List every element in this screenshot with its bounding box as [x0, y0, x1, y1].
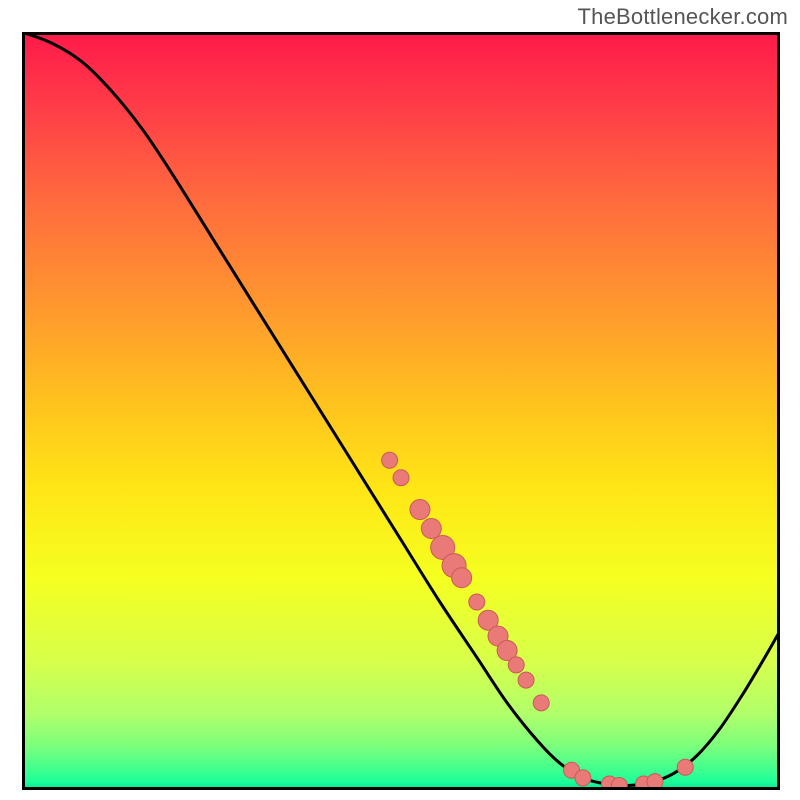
scatter-marker [452, 568, 472, 588]
bottleneck-curve [22, 32, 780, 786]
scatter-marker [421, 518, 441, 538]
scatter-marker [518, 672, 534, 688]
plot-area [22, 32, 780, 790]
scatter-marker [410, 500, 430, 520]
scatter-marker [508, 657, 524, 673]
chart-container: { "watermark": { "text": "TheBottlenecke… [0, 0, 800, 800]
watermark-text: TheBottlenecker.com [578, 4, 788, 30]
scatter-marker [677, 759, 693, 775]
scatter-marker [533, 695, 549, 711]
scatter-marker [575, 770, 591, 786]
scatter-marker [469, 594, 485, 610]
curve-layer [22, 32, 780, 790]
scatter-marker [611, 777, 627, 790]
scatter-marker [647, 774, 663, 790]
scatter-marker [393, 470, 409, 486]
scatter-marker [382, 452, 398, 468]
